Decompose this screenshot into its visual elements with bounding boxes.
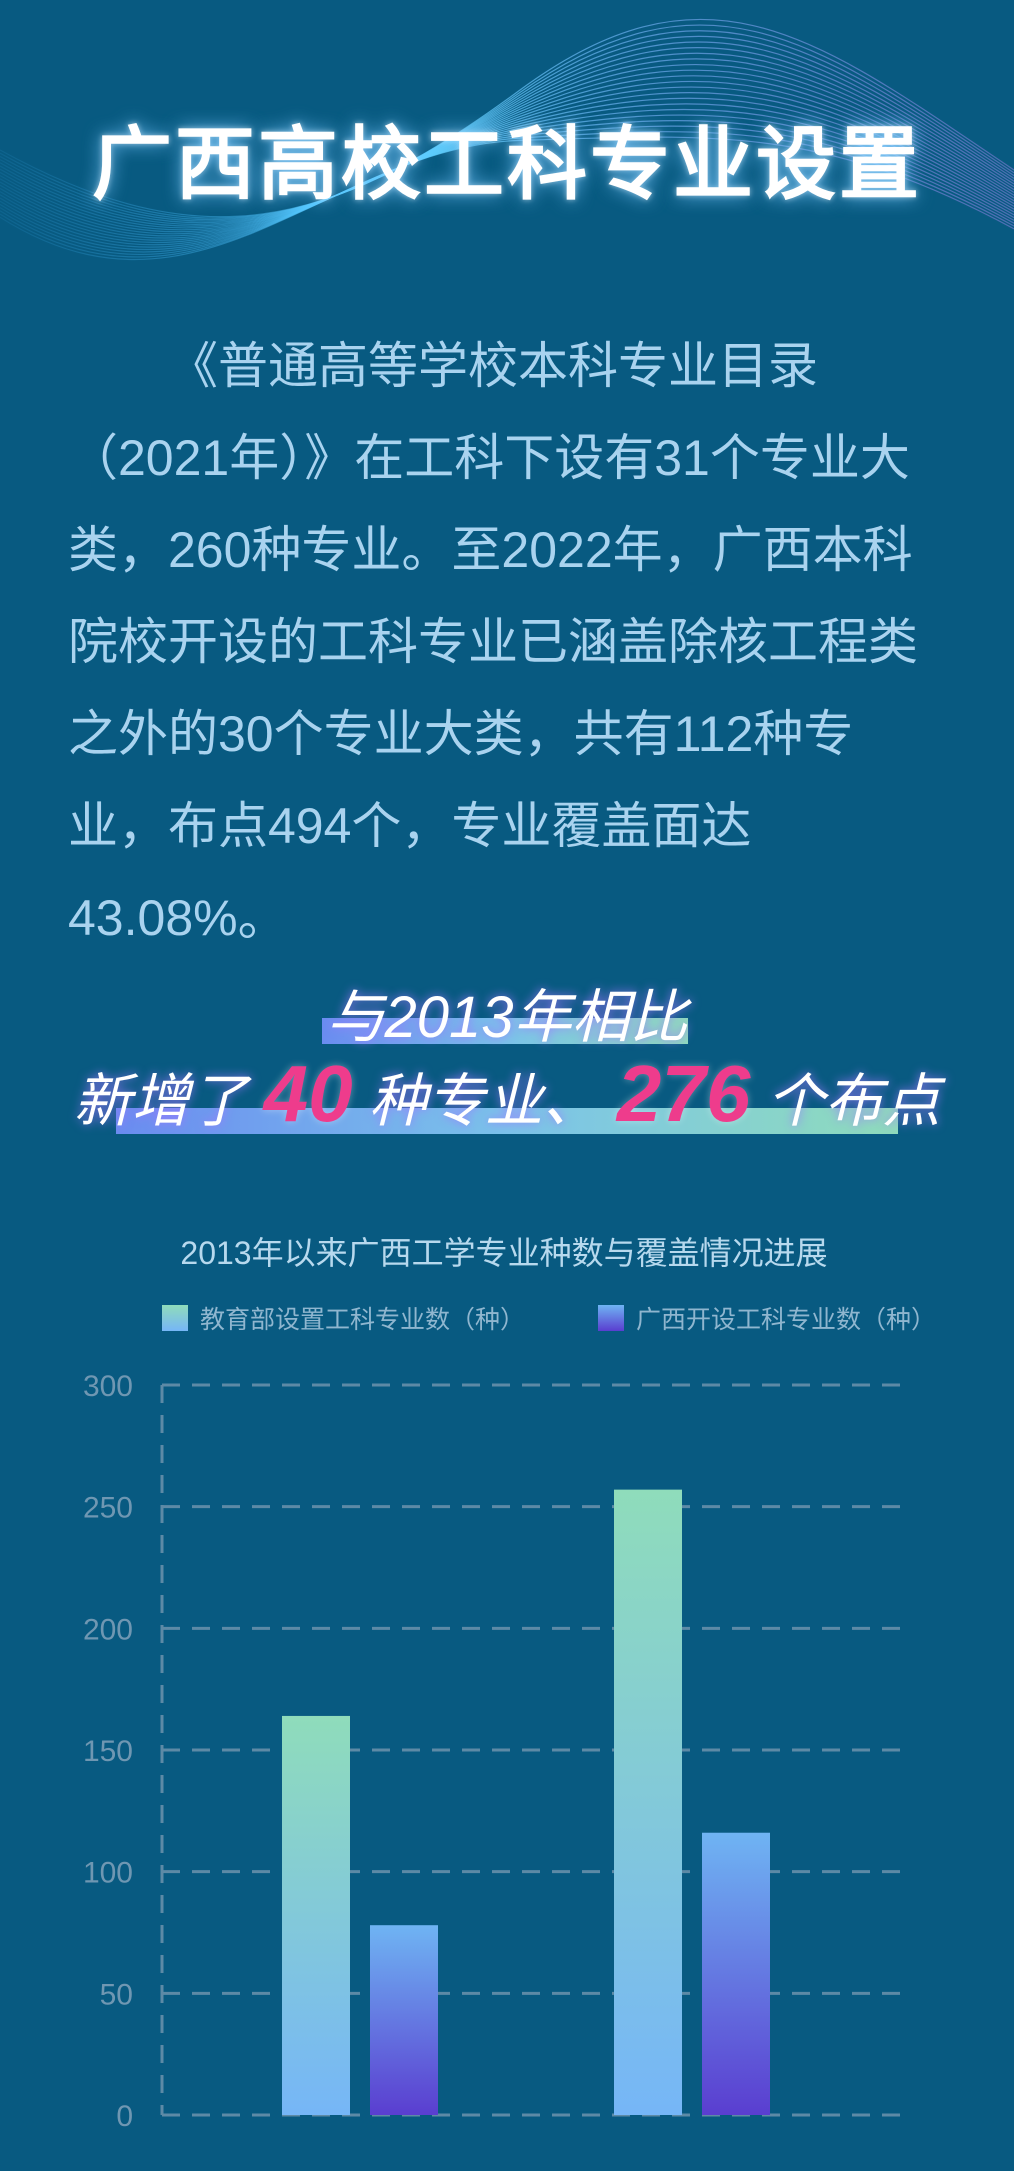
wave-line — [0, 24, 1014, 219]
legend-swatch-2 — [598, 1305, 624, 1331]
y-tick-label: 100 — [83, 1857, 133, 1890]
chart-title: 2013年以来广西工学专业种数与覆盖情况进展 — [180, 1235, 828, 1271]
intro-paragraph: 《普通高等学校本科专业目录（2021年）》在工科下设有31个专业大类，260种专… — [68, 338, 918, 946]
bar-1-1 — [282, 1715, 350, 2115]
wave-line — [0, 86, 1014, 239]
bar-chart: 0 50 100 150 200 250 300 — [83, 1370, 900, 2133]
wave-line — [0, 103, 1014, 246]
wave-line — [0, 136, 1014, 261]
wave-line — [0, 52, 1014, 227]
wave-line — [0, 131, 1014, 258]
legend-swatch-1 — [162, 1305, 188, 1331]
wave-line — [0, 69, 1014, 233]
bar-2-2 — [702, 1832, 770, 2115]
y-tick-label: 300 — [83, 1370, 133, 1403]
wave-line — [0, 63, 1014, 231]
highlight-line-1: 与2013年相比 — [0, 970, 1014, 1054]
highlight-prefix: 新增了 — [73, 1069, 248, 1134]
highlight-new-majors: 40 — [263, 1049, 353, 1138]
legend-label-2: 广西开设工科专业数（种） — [636, 1306, 937, 1334]
y-tick-label: 250 — [83, 1492, 133, 1525]
bar-1-2 — [614, 1489, 682, 2115]
wave-line — [0, 18, 1014, 218]
wave-line — [0, 35, 1014, 222]
wave-line — [0, 80, 1014, 237]
wave-line — [0, 114, 1014, 251]
y-tick-label: 50 — [100, 1978, 133, 2011]
wave-line — [0, 58, 1014, 229]
y-tick-label: 150 — [83, 1735, 133, 1768]
wave-line — [0, 30, 1014, 221]
wave-line — [0, 125, 1014, 255]
wave-line — [0, 92, 1014, 241]
highlight-line-1-text: 与2013年相比 — [326, 985, 688, 1050]
legend-item-2: 广西开设工科专业数（种） — [598, 1300, 936, 1336]
highlight-suffix: 个布点 — [766, 1069, 941, 1134]
legend-label-1: 教育部设置工科专业数（种） — [200, 1306, 526, 1334]
highlight-line-2: 新增了 40 种专业、 276 个布点 — [0, 1048, 1014, 1140]
decorative-waves — [0, 18, 1014, 261]
wave-line — [0, 46, 1014, 225]
highlight-mid: 种专业、 — [368, 1069, 601, 1134]
wave-line — [0, 108, 1014, 248]
bar-2-1 — [370, 1925, 438, 2115]
wave-line — [0, 75, 1014, 235]
wave-line — [0, 41, 1014, 224]
y-tick-label: 0 — [116, 2100, 133, 2133]
wave-line — [0, 120, 1014, 253]
highlight-new-points: 276 — [616, 1049, 751, 1138]
page-title: 广西高校工科专业设置 — [92, 120, 922, 209]
wave-line — [0, 97, 1014, 244]
y-tick-label: 200 — [83, 1613, 133, 1646]
legend-item-1: 教育部设置工科专业数（种） — [162, 1300, 525, 1336]
